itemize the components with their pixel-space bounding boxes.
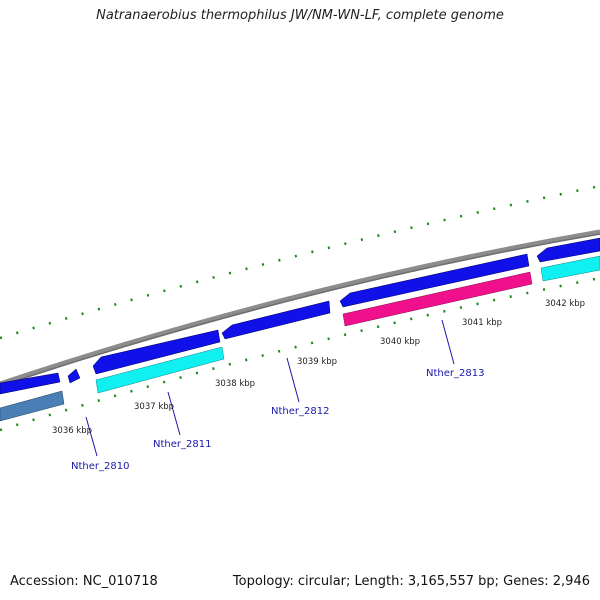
accession-text: Accession: NC_010718	[10, 574, 158, 589]
scale-label-3042: 3042 kbp	[545, 299, 585, 309]
gene-label-nther-2813[interactable]: Nther_2813	[426, 368, 484, 379]
gene-label-nther-2810[interactable]: Nther_2810	[71, 461, 129, 472]
scale-label-3037: 3037 kbp	[134, 402, 174, 412]
genome-backbone	[0, 229, 600, 387]
forward-gene-2[interactable]	[67, 368, 81, 384]
genome-summary-text: Topology: circular; Length: 3,165,557 bp…	[232, 574, 590, 589]
gene-label-nther-2812[interactable]: Nther_2812	[271, 406, 329, 417]
reverse-gene-magenta[interactable]	[342, 271, 533, 327]
forward-gene-5[interactable]	[339, 253, 530, 308]
reverse-gene-cyan-1[interactable]	[95, 346, 225, 394]
leader-nther-2811	[167, 391, 181, 436]
scale-label-3041: 3041 kbp	[462, 318, 502, 328]
reverse-gene-cyan-2[interactable]	[540, 255, 600, 282]
forward-gene-6[interactable]	[536, 237, 600, 263]
scale-label-3039: 3039 kbp	[297, 357, 337, 367]
leader-nther-2813	[441, 319, 455, 365]
forward-gene-1[interactable]	[0, 372, 61, 395]
scale-label-3040: 3040 kbp	[380, 337, 420, 347]
scale-label-3038: 3038 kbp	[215, 379, 255, 389]
scale-label-3036: 3036 kbp	[52, 426, 92, 436]
forward-gene-3[interactable]	[92, 329, 221, 375]
leader-nther-2810	[85, 416, 98, 457]
forward-gene-4[interactable]	[221, 300, 331, 340]
gene-label-nther-2811[interactable]: Nther_2811	[153, 439, 211, 450]
page-title: Natranaerobius thermophilus JW/NM-WN-LF,…	[96, 8, 504, 23]
reverse-gene-steel[interactable]	[0, 390, 65, 422]
leader-nther-2812	[286, 357, 300, 403]
